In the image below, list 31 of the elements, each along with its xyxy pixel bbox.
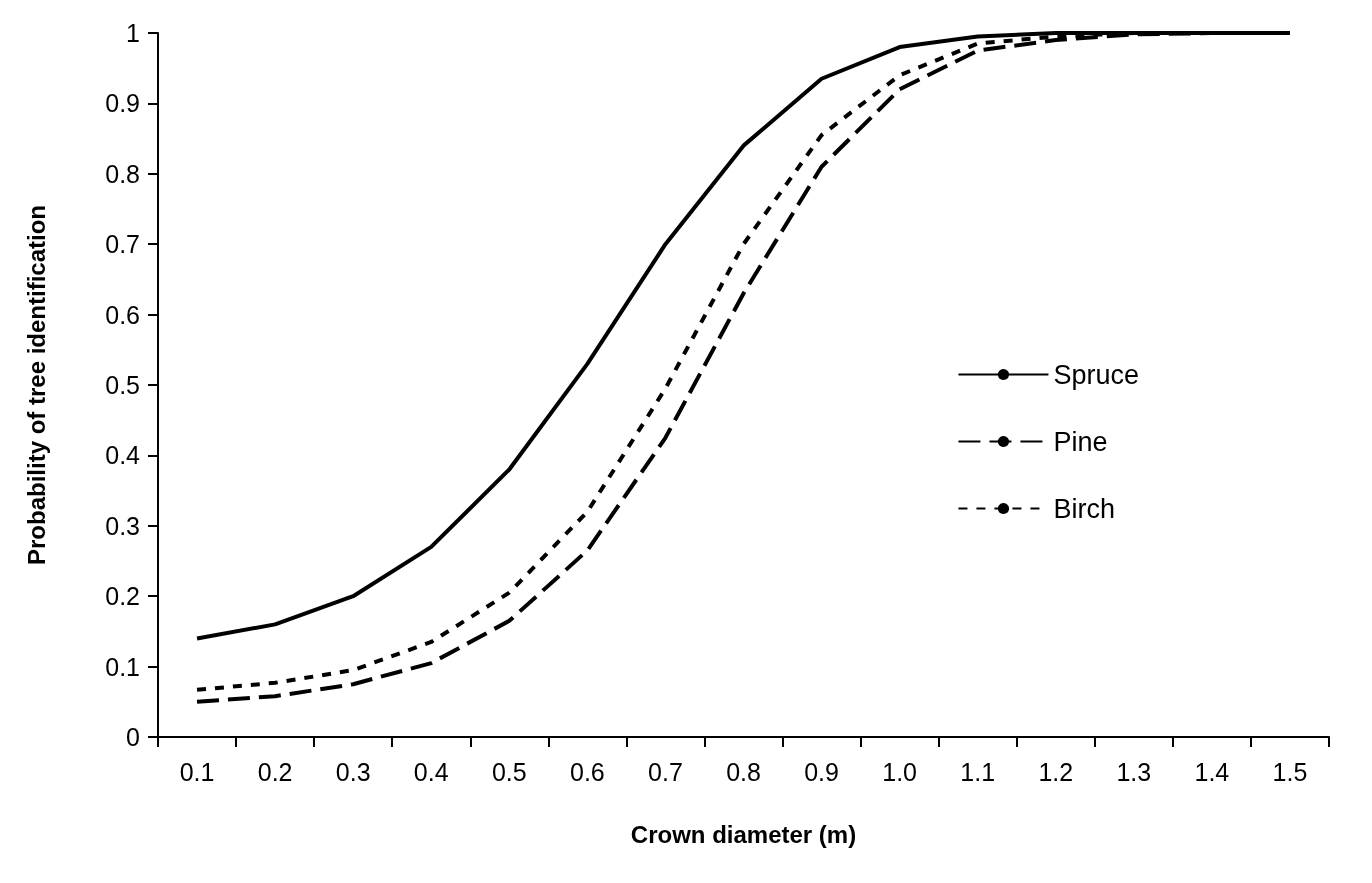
x-tick-label: 0.7 (648, 757, 683, 786)
x-tick-label: 1.4 (1194, 757, 1230, 786)
x-tick-label: 0.2 (257, 757, 293, 786)
x-tick-label: 1.1 (960, 757, 996, 786)
x-tick-label: 0.1 (179, 757, 215, 786)
y-tick-label: 0.2 (105, 582, 140, 611)
y-tick-label: 0.5 (105, 371, 140, 399)
legend-label: Birch (1053, 493, 1115, 524)
x-tick-label: 0.3 (335, 757, 371, 786)
y-tick-label: 0.3 (105, 511, 140, 540)
y-tick-label: 0 (126, 723, 140, 751)
x-tick-label: 0.6 (569, 757, 605, 786)
x-axis-title: Crown diameter (m) (630, 820, 857, 848)
y-tick-label: 1 (126, 19, 140, 47)
y-axis-title: Probability of tree identification (22, 204, 50, 566)
legend-label: Spruce (1053, 359, 1140, 390)
y-tick-label: 0.4 (105, 441, 141, 470)
y-tick-label: 0.8 (105, 159, 140, 188)
x-tick-label: 0.8 (726, 757, 761, 786)
x-tick-label: 0.4 (413, 757, 449, 786)
y-tick-label: 0.6 (105, 300, 140, 329)
y-tick-label: 0.7 (105, 230, 140, 259)
x-tick-label: 1.3 (1116, 757, 1152, 786)
x-tick-label: 0.5 (491, 757, 527, 786)
legend-label: Pine (1053, 426, 1108, 457)
x-tick-label: 1.5 (1272, 757, 1308, 786)
x-tick-label: 1.0 (882, 757, 918, 786)
x-tick-label: 1.2 (1038, 757, 1074, 786)
y-tick-label: 0.9 (105, 89, 140, 118)
y-tick-label: 0.1 (105, 652, 140, 681)
x-tick-label: 0.9 (804, 757, 839, 786)
